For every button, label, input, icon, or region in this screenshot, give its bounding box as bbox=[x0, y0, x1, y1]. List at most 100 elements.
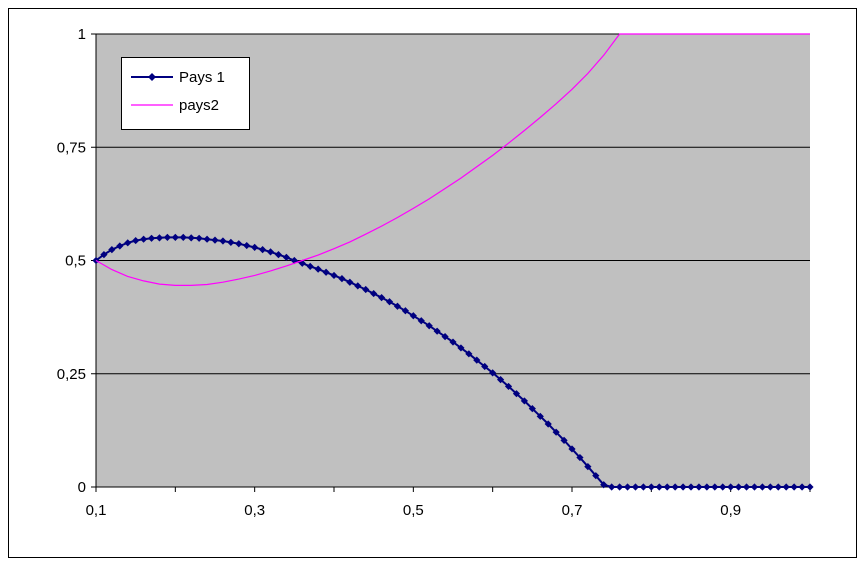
y-tick-label: 0,25 bbox=[57, 366, 86, 383]
series-1-point bbox=[576, 453, 584, 462]
series-1-point bbox=[124, 239, 132, 247]
y-tick-label: 0,75 bbox=[57, 139, 86, 156]
series-1-point bbox=[719, 483, 727, 491]
series-1-point bbox=[774, 483, 782, 491]
series-1-point bbox=[790, 483, 798, 491]
series-1-point bbox=[465, 350, 473, 358]
series-1-point bbox=[623, 483, 632, 491]
legend-label-2: pays2 bbox=[179, 97, 219, 114]
series-1-point bbox=[497, 376, 505, 384]
series-1-point bbox=[306, 262, 314, 270]
series-1-point bbox=[338, 275, 346, 283]
series-1-point bbox=[504, 382, 513, 391]
series-1-point bbox=[758, 483, 766, 491]
series-1-point bbox=[584, 463, 592, 471]
tick-labels: 0 0,25 0,5 0,75 1 0,1 0,3 0,5 0,7 0,9 bbox=[57, 26, 741, 519]
series-1-point bbox=[568, 445, 576, 453]
series-1-point bbox=[163, 233, 171, 241]
series-1-point bbox=[116, 242, 124, 250]
series-1-point bbox=[433, 327, 441, 335]
series-1-point bbox=[100, 251, 108, 259]
x-tick-label: 0,7 bbox=[562, 502, 583, 519]
series-1-point bbox=[259, 246, 267, 254]
series-1-point bbox=[314, 265, 322, 273]
series-1-point bbox=[735, 483, 743, 491]
series-1-point bbox=[552, 428, 560, 436]
series-1-point bbox=[489, 369, 497, 377]
series-1-point bbox=[520, 397, 528, 405]
series-1-point bbox=[362, 285, 370, 294]
series-1-point bbox=[354, 282, 362, 290]
series-1-point bbox=[536, 412, 544, 420]
series-1-point bbox=[282, 253, 290, 261]
series-1-point bbox=[592, 472, 600, 480]
series-1-point bbox=[449, 338, 457, 346]
series-1-point bbox=[671, 483, 679, 491]
series-1-point bbox=[679, 483, 687, 491]
legend-marker-1 bbox=[148, 73, 156, 81]
series-1-point bbox=[766, 483, 774, 491]
series-1-point bbox=[687, 483, 695, 491]
series-1-point bbox=[195, 234, 203, 242]
series-1-point bbox=[266, 248, 275, 256]
series-1-point bbox=[378, 294, 386, 302]
series-1-point bbox=[393, 302, 402, 310]
series-layer bbox=[92, 33, 814, 491]
series-1-point bbox=[481, 362, 489, 371]
series-1-point bbox=[782, 483, 790, 491]
series-1-point bbox=[655, 483, 663, 491]
series-1-point bbox=[147, 234, 156, 242]
series-1-point bbox=[512, 390, 521, 398]
series-1-point bbox=[132, 236, 140, 245]
series-1-point bbox=[322, 268, 330, 276]
series-1-point bbox=[211, 236, 219, 244]
y-tick-label: 0 bbox=[78, 479, 86, 496]
y-tick-label: 1 bbox=[78, 26, 86, 43]
x-tick-label: 0,5 bbox=[403, 502, 424, 519]
series-1-point bbox=[409, 312, 417, 320]
series-1-point bbox=[425, 322, 433, 330]
x-tick-label: 0,9 bbox=[720, 502, 741, 519]
series-1-point bbox=[187, 234, 195, 242]
series-1-point bbox=[385, 298, 394, 306]
legend-box bbox=[121, 57, 250, 130]
series-1-point bbox=[330, 271, 338, 280]
series-1-point bbox=[750, 483, 759, 491]
series-1-point bbox=[243, 241, 251, 250]
series-1-point bbox=[663, 483, 671, 491]
series-1-point bbox=[544, 420, 552, 428]
series-1-point bbox=[235, 240, 243, 248]
series-1-point bbox=[639, 483, 647, 491]
series-1-point bbox=[528, 405, 536, 413]
series-line-2 bbox=[95, 33, 810, 286]
series-1-point bbox=[600, 481, 608, 489]
series-1-point bbox=[219, 237, 227, 245]
series-1-point bbox=[171, 233, 179, 241]
y-tick-label: 0,5 bbox=[65, 253, 86, 270]
x-tick-label: 0,1 bbox=[86, 502, 107, 519]
series-1-point bbox=[346, 278, 354, 286]
series-1-point bbox=[203, 235, 211, 243]
series-1-point bbox=[631, 483, 640, 491]
series-1-point bbox=[155, 234, 164, 242]
series-1-point bbox=[179, 233, 187, 241]
series-1-point bbox=[703, 483, 711, 491]
series-1-point bbox=[108, 246, 116, 254]
series-1-point bbox=[798, 483, 806, 491]
series-1-point bbox=[695, 483, 703, 491]
legend-label-1: Pays 1 bbox=[179, 69, 225, 86]
series-1-point bbox=[647, 483, 655, 491]
series-1-point bbox=[616, 483, 624, 491]
legend: Pays 1 pays2 bbox=[121, 57, 250, 130]
series-1-point bbox=[742, 483, 751, 491]
series-1-point bbox=[457, 344, 465, 352]
series-1-point bbox=[417, 317, 425, 325]
series-1-point bbox=[608, 483, 616, 491]
series-1-point bbox=[560, 436, 568, 444]
series-1-point bbox=[370, 289, 378, 298]
series-1-point bbox=[711, 483, 719, 491]
series-1-point bbox=[274, 251, 283, 259]
series-1-point bbox=[806, 483, 814, 491]
series-1-point bbox=[140, 235, 148, 243]
